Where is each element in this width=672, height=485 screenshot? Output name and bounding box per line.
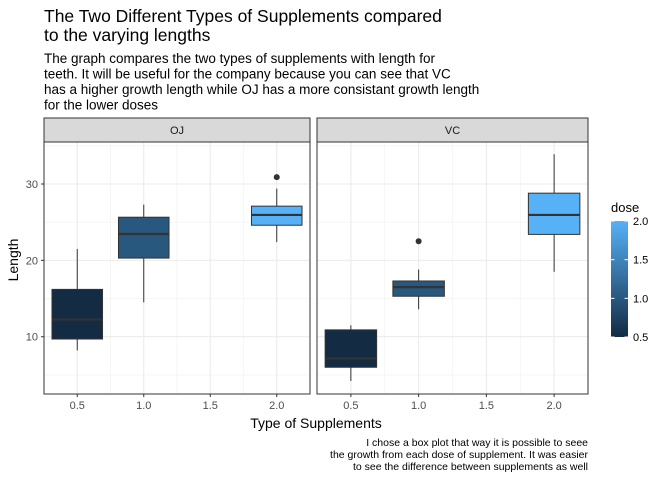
facet-strip (316, 117, 589, 143)
y-tick-label: 10 (26, 332, 38, 344)
legend-colorbar (611, 221, 628, 337)
outlier-point (273, 174, 280, 181)
facet-panel-oj: OJ 0.5 1.0 1.5 2.0 (43, 117, 311, 412)
box-iqr (51, 288, 104, 340)
x-tick-label: 2.0 (546, 400, 561, 412)
chart-caption-line: I chose a box plot that way it is possib… (366, 437, 588, 449)
box-vc-dose-0-5 (324, 325, 378, 382)
chart-subtitle-line: The graph compares the two types of supp… (44, 51, 435, 66)
chart-title-line: to the varying lengths (44, 25, 211, 45)
box-vc-dose-1 (392, 238, 445, 310)
x-tick-label: 1.0 (411, 400, 426, 412)
box-oj-dose-0-5 (51, 248, 104, 351)
chart-caption-line: the growth from each dose of supplement.… (330, 449, 588, 461)
x-tick-label: 1.5 (479, 400, 494, 412)
x-tick-label: 0.5 (70, 400, 85, 412)
chart-subtitle-line: has a higher growth length while OJ has … (44, 82, 479, 97)
box-iqr (117, 216, 170, 259)
x-tick-label: 1.5 (203, 400, 218, 412)
facet-strip-label: VC (445, 125, 460, 137)
outlier-point (415, 238, 422, 245)
legend-tick-label: 0.5 (633, 332, 648, 344)
y-tick-label: 20 (26, 255, 38, 267)
x-tick-label: 0.5 (343, 400, 358, 412)
legend: dose 0.5 1.0 1.5 2.0 (611, 200, 648, 344)
y-tick-label: 30 (26, 179, 38, 191)
chart-title-line: The Two Different Types of Supplements c… (44, 6, 442, 26)
y-axis-label: Length (5, 239, 21, 282)
y-axis: 10 20 30 (26, 179, 44, 344)
legend-tick-label: 1.5 (633, 255, 648, 267)
x-tick-label: 2.0 (269, 400, 284, 412)
box-iqr (527, 192, 581, 235)
box-vc-dose-2 (527, 154, 581, 272)
legend-tick-label: 2.0 (633, 216, 648, 228)
legend-tick-label: 1.0 (633, 293, 648, 305)
x-axis-label: Type of Supplements (250, 415, 382, 431)
chart-title: The Two Different Types of Supplements c… (44, 6, 442, 45)
facet-panel-vc: VC 0.5 1.0 1.5 2.0 (316, 117, 589, 412)
chart-subtitle: The graph compares the two types of supp… (44, 51, 479, 113)
facet-panels: OJ 0.5 1.0 1.5 2.0 VC 0.5 1.0 1.5 2.0 (43, 117, 589, 412)
panel-border (43, 141, 311, 395)
box-oj-dose-1 (117, 204, 170, 303)
chart-caption: I chose a box plot that way it is possib… (330, 437, 588, 473)
box-oj-dose-2 (250, 174, 303, 243)
legend-title: dose (611, 200, 639, 215)
panel-border (316, 141, 589, 395)
facet-strip-label: OJ (170, 125, 184, 137)
facet-strip (43, 117, 311, 143)
chart-subtitle-line: teeth. It will be useful for the company… (44, 67, 451, 82)
box-iqr (392, 280, 445, 297)
chart-caption-line: to see the difference between supplement… (353, 461, 588, 473)
x-tick-label: 1.0 (136, 400, 151, 412)
chart-subtitle-line: for the lower doses (44, 98, 158, 113)
box-iqr (324, 329, 378, 368)
